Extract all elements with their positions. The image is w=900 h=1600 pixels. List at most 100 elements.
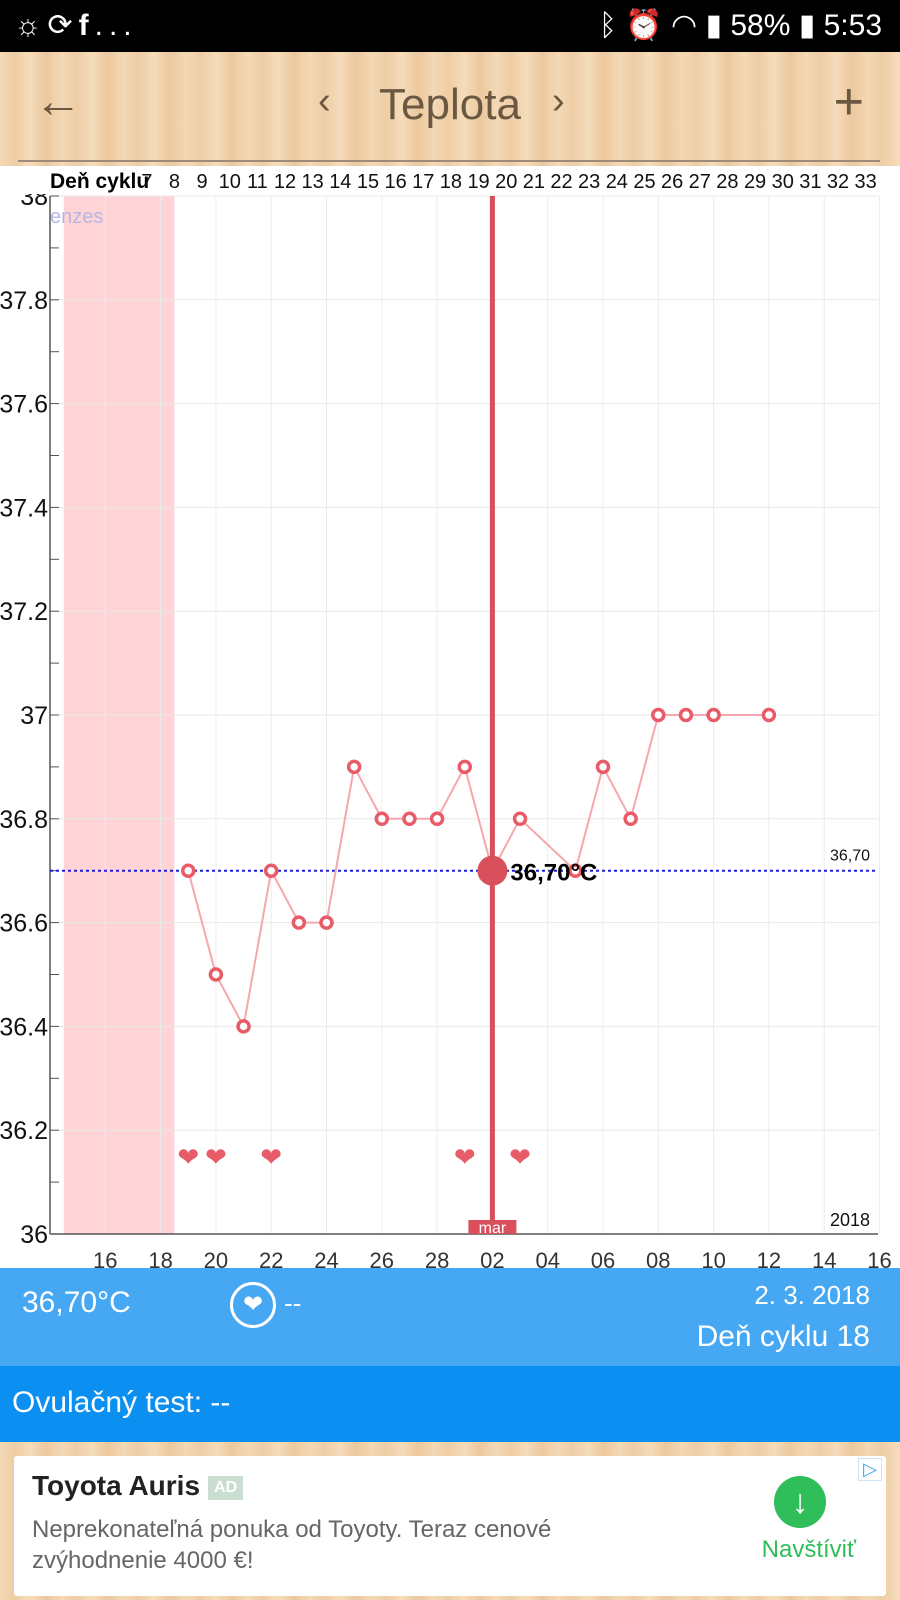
y-tick-label: 37.4 <box>0 494 48 522</box>
x-tick-label: 26 <box>370 1248 394 1268</box>
heart-icon: ❤ <box>509 1143 531 1173</box>
facebook-icon: f <box>78 9 95 42</box>
y-tick-label: 37 <box>20 702 48 730</box>
baseline-label: 36,70 <box>830 848 870 865</box>
ad-text: Neprekonateľná ponuka od Toyoty. Teraz c… <box>32 1516 552 1574</box>
y-tick-label: 37.8 <box>0 287 48 315</box>
x-tick-label: 02 <box>480 1248 504 1268</box>
clock: 5:53 <box>823 9 882 42</box>
temperature-point <box>374 811 390 827</box>
battery-percent: 58% <box>730 9 791 42</box>
selected-cycle-day: Deň cyklu 18 <box>696 1320 870 1353</box>
menses-label: enzes <box>50 206 103 228</box>
heart-icon: ❤ <box>454 1143 476 1173</box>
temperature-point <box>402 811 417 827</box>
cycle-day-label: 26 <box>661 171 683 193</box>
temperature-point <box>181 863 196 878</box>
year-label: 2018 <box>830 1210 870 1230</box>
intercourse-value: -- <box>284 1288 302 1318</box>
cycle-header-label: Deň cyklu <box>50 170 149 193</box>
temperature-point <box>429 811 445 827</box>
cycle-day-label: 19 <box>467 171 489 193</box>
heart-icon: ❤ <box>260 1143 282 1173</box>
status-right: ᛒ ⏰ ◠ ▮ 58% ▮ 5:53 <box>599 8 882 43</box>
temperature-point <box>568 863 583 878</box>
cycle-day-label: 18 <box>440 171 462 193</box>
status-left: ☼⟳f... <box>14 8 138 43</box>
temperature-point <box>623 811 638 827</box>
heart-icon: ❤ <box>205 1143 227 1173</box>
ad-area: Toyota Auris AD Neprekonateľná ponuka od … <box>0 1442 900 1600</box>
cycle-day-label: 24 <box>606 171 628 193</box>
ovulation-test-bar[interactable]: Ovulačný test: -- <box>0 1366 900 1442</box>
cycle-day-label: 9 <box>197 171 208 193</box>
sun-timer-icon: ☼ <box>14 9 48 42</box>
cycle-day-label: 7 <box>141 171 152 193</box>
cycle-day-label: 16 <box>385 171 407 193</box>
cycle-day-label: 29 <box>744 171 766 193</box>
x-tick-label: 28 <box>425 1248 449 1268</box>
cycle-day-label: 28 <box>716 171 738 193</box>
temperature-point <box>651 707 666 723</box>
y-tick-label: 37.6 <box>0 391 48 419</box>
app-bar: ← ‹ Teplota › + <box>0 52 900 166</box>
status-bar: ☼⟳f... ᛒ ⏰ ◠ ▮ 58% ▮ 5:53 <box>0 0 900 52</box>
download-arrow-icon[interactable]: ↓ <box>774 1476 826 1528</box>
x-tick-label: 24 <box>314 1248 338 1268</box>
ad-card[interactable]: Toyota Auris AD Neprekonateľná ponuka od … <box>14 1456 886 1596</box>
bluetooth-icon: ᛒ <box>598 9 617 42</box>
selected-value-label: 36,70°C <box>510 860 597 887</box>
temperature-point <box>457 759 472 775</box>
app-bar-divider <box>18 160 880 162</box>
cycle-day-label: 10 <box>219 171 241 193</box>
ovulation-test-label: Ovulačný test: -- <box>12 1386 231 1419</box>
signal-icon: ▮ <box>705 9 723 42</box>
x-tick-label: 16 <box>867 1248 891 1268</box>
ad-title[interactable]: Toyota Auris <box>32 1470 201 1501</box>
plus-icon[interactable]: + <box>833 73 864 131</box>
temperature-point <box>346 759 362 775</box>
cycle-day-label: 20 <box>495 171 517 193</box>
cycle-day-label: 31 <box>799 171 821 193</box>
page-title: Teplota <box>379 80 521 129</box>
y-tick-label: 36.6 <box>0 910 48 938</box>
alarm-icon: ⏰ <box>625 9 663 42</box>
selected-date: 2. 3. 2018 <box>754 1280 870 1310</box>
month-label-bg <box>468 1220 517 1234</box>
x-tick-label: 10 <box>701 1248 725 1268</box>
cycle-header-bg <box>0 166 900 194</box>
temperature-chart[interactable]: enzes 38 37.8 37.6 37.4 37.2 37 36.8 36.6 36.4 36.… <box>0 166 900 1273</box>
temperature-point <box>319 915 334 930</box>
temperature-point <box>595 759 611 775</box>
x-tick-label: 12 <box>757 1248 781 1268</box>
temperature-point <box>208 967 224 982</box>
x-tick-label: 08 <box>646 1248 670 1268</box>
temperature-point <box>236 1019 251 1034</box>
chevron-right-icon[interactable]: › <box>552 80 565 122</box>
temperature-point <box>291 915 307 930</box>
heart-circle-icon[interactable]: ❤ <box>230 1282 276 1328</box>
cycle-day-label: 32 <box>827 171 849 193</box>
x-tick-label: 20 <box>204 1248 228 1268</box>
arrow-left-icon[interactable]: ← <box>34 75 82 128</box>
temperature-point <box>512 811 528 827</box>
cycle-day-label: 30 <box>772 171 794 193</box>
x-tick-label: 22 <box>259 1248 283 1268</box>
adchoices-icon[interactable]: ▷ <box>858 1458 882 1481</box>
temperature-chart-svg[interactable]: enzes3837.837.637.437.23736.836.636.436.… <box>0 166 900 1273</box>
info-panel[interactable]: 36,70°C ❤ -- 2. 3. 2018 Deň cyklu 18 <box>0 1268 900 1366</box>
wifi-icon: ◠ <box>670 9 698 42</box>
cycle-day-label: 27 <box>689 171 711 193</box>
y-tick-label: 36.2 <box>0 1117 48 1145</box>
y-tick-label: 36.4 <box>0 1013 48 1041</box>
notification-more: ... <box>94 9 138 42</box>
chevron-left-icon[interactable]: ‹ <box>318 80 331 122</box>
ad-title-row[interactable]: Toyota Auris AD <box>32 1470 244 1502</box>
cycle-day-label: 17 <box>412 171 434 193</box>
ad-badge: AD <box>208 1475 244 1500</box>
cycle-day-label: 8 <box>169 171 180 193</box>
visit-button[interactable]: Navštíviť <box>761 1536 856 1563</box>
x-tick-label: 16 <box>93 1248 117 1268</box>
temperature-point <box>706 707 721 723</box>
heart-icon: ❤ <box>177 1143 199 1173</box>
